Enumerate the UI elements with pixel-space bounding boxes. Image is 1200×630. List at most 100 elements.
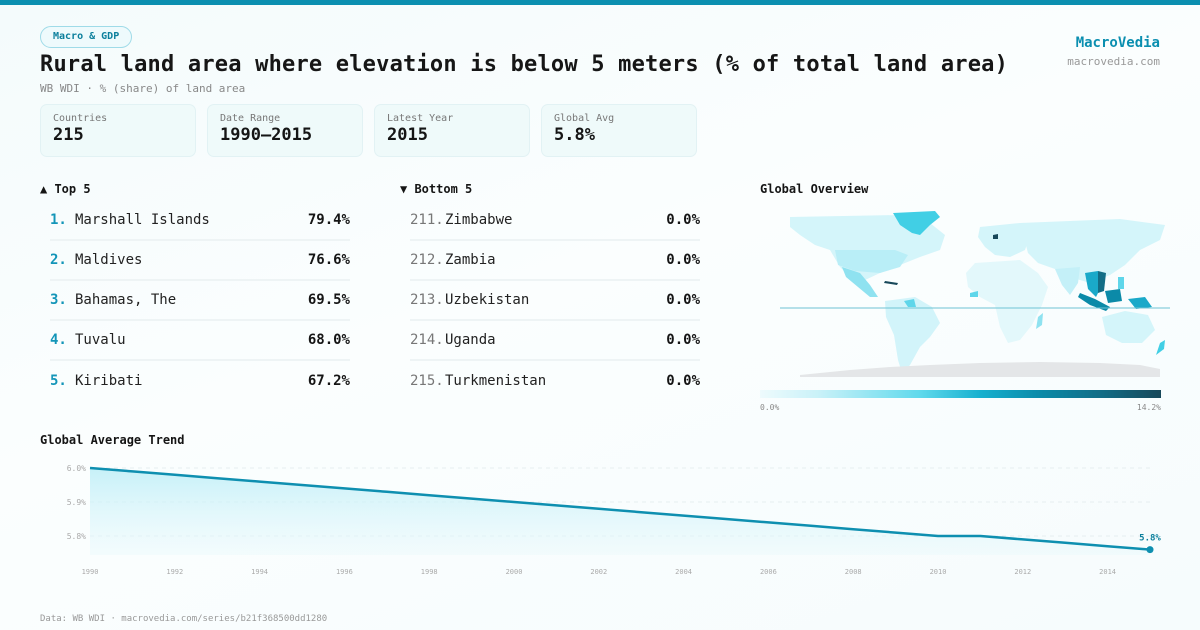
map-region-vietnam[interactable] [1098, 271, 1106, 293]
rank-number: 5. [50, 373, 67, 389]
legend-min-label: 0.0% [760, 403, 780, 412]
rank-number: 4. [50, 332, 67, 348]
rank-number: 1. [50, 212, 67, 228]
country-value: 0.0% [666, 332, 700, 348]
country-name: Kiribati [75, 373, 143, 389]
country-name: Marshall Islands [75, 212, 210, 228]
list-item[interactable]: 4. Tuvalu 68.0% [50, 321, 350, 361]
stat-value: 1990–2015 [220, 125, 313, 145]
map-region-usa[interactable] [835, 250, 908, 273]
country-value: 0.0% [666, 292, 700, 308]
stat-value: 5.8% [554, 125, 595, 145]
trend-line[interactable] [89, 466, 1151, 551]
country-value: 0.0% [666, 373, 700, 389]
trend-chart-title: Global Average Trend [40, 433, 185, 447]
page-title: Rural land area where elevation is below… [40, 52, 1009, 77]
brand: MacroVedia macrovedia.com [1067, 35, 1160, 68]
country-value: 0.0% [666, 252, 700, 268]
bottom5-list: 211. Zimbabwe 0.0% 212. Zambia 0.0% 213.… [410, 201, 700, 401]
map-region-antarctica[interactable] [800, 362, 1160, 377]
list-item[interactable]: 215. Turkmenistan 0.0% [410, 361, 700, 401]
stat-label: Date Range [220, 113, 281, 124]
rank-number: 214. [410, 332, 444, 348]
x-tick-label: 2012 [1014, 568, 1031, 576]
map-region-greenland[interactable] [893, 211, 940, 235]
trend-end-point[interactable] [1146, 546, 1154, 554]
y-tick-label: 6.0% [67, 464, 86, 473]
x-tick-label: 1998 [421, 568, 438, 576]
y-tick-label: 5.8% [67, 532, 86, 541]
map-region-europe[interactable] [978, 223, 1030, 257]
map-region-india[interactable] [1055, 267, 1080, 295]
trend-chart: 6.0% 5.9% 5.8% 1990 1992 1994 1996 1998 2000 200… [67, 464, 1162, 576]
x-tick-label: 2008 [845, 568, 862, 576]
page-subtitle: WB WDI · % (share) of land area [40, 82, 246, 95]
list-item[interactable]: 211. Zimbabwe 0.0% [410, 201, 700, 241]
list-item[interactable]: 214. Uganda 0.0% [410, 321, 700, 361]
map-region-caribbean[interactable] [884, 281, 898, 285]
top-accent-bar [0, 0, 1200, 5]
stat-card-latest-year: Latest Year 2015 [374, 104, 530, 157]
country-name: Turkmenistan [445, 373, 547, 389]
map-region-new-guinea[interactable] [1128, 297, 1152, 309]
top5-title: ▲ Top 5 [40, 182, 91, 196]
rank-number: 2. [50, 252, 67, 268]
country-value: 68.0% [307, 332, 350, 348]
list-item[interactable]: 212. Zambia 0.0% [410, 241, 700, 281]
country-value: 69.5% [307, 292, 350, 308]
list-item[interactable]: 1. Marshall Islands 79.4% [50, 201, 350, 241]
stat-card-date-range: Date Range 1990–2015 [207, 104, 363, 157]
map-region-new-zealand[interactable] [1156, 340, 1165, 355]
brand-url[interactable]: macrovedia.com [1067, 55, 1160, 68]
map-region-west-africa[interactable] [970, 291, 978, 297]
rank-number: 212. [410, 252, 444, 268]
country-name: Uzbekistan [445, 292, 530, 308]
map-region-north-america[interactable] [790, 215, 945, 280]
rank-number: 211. [410, 212, 444, 228]
list-item[interactable]: 5. Kiribati 67.2% [50, 361, 350, 401]
footer-source[interactable]: Data: WB WDI · macrovedia.com/series/b21… [40, 614, 328, 624]
x-tick-label: 2002 [590, 568, 607, 576]
country-name: Bahamas, The [75, 292, 177, 308]
map-region-mexico[interactable] [842, 267, 878, 297]
stat-label: Latest Year [387, 113, 454, 124]
top5-list: 1. Marshall Islands 79.4% 2. Maldives 76… [50, 201, 350, 401]
country-name: Zambia [445, 252, 496, 268]
stat-card-global-avg: Global Avg 5.8% [541, 104, 697, 157]
legend-max-label: 14.2% [1136, 403, 1161, 412]
category-tag[interactable]: Macro & GDP [40, 26, 133, 48]
x-tick-label: 2014 [1099, 568, 1116, 576]
x-tick-label: 1992 [166, 568, 183, 576]
map-region-indonesia[interactable] [1078, 289, 1122, 311]
bottom5-title: ▼ Bottom 5 [400, 182, 473, 196]
x-tick-label: 1990 [82, 568, 99, 576]
list-item[interactable]: 213. Uzbekistan 0.0% [410, 281, 700, 321]
list-item[interactable]: 3. Bahamas, The 69.5% [50, 281, 350, 321]
stat-value: 215 [53, 125, 84, 145]
map-region-madagascar[interactable] [1036, 313, 1043, 329]
world-map[interactable] [780, 205, 1170, 380]
stat-card-countries: Countries 215 [40, 104, 196, 157]
list-item[interactable]: 2. Maldives 76.6% [50, 241, 350, 281]
stat-label: Countries [53, 113, 108, 124]
map-region-south-america[interactable] [885, 297, 940, 373]
map-region-guianas[interactable] [904, 299, 916, 307]
country-name: Uganda [445, 332, 496, 348]
country-value: 76.6% [307, 252, 350, 268]
map-region-africa[interactable] [966, 260, 1048, 343]
rank-number: 213. [410, 292, 444, 308]
map-region-netherlands[interactable] [993, 234, 998, 239]
map-region-philippines[interactable] [1118, 277, 1124, 289]
country-name: Maldives [75, 252, 143, 268]
rank-number: 215. [410, 373, 444, 389]
trend-end-label: 5.8% [1139, 534, 1161, 544]
map-region-asia[interactable] [1020, 219, 1165, 283]
stat-label: Global Avg [554, 113, 615, 124]
map-region-southeast-asia[interactable] [1085, 271, 1102, 297]
brand-name[interactable]: MacroVedia [1075, 35, 1160, 51]
x-tick-label: 2004 [675, 568, 692, 576]
map-title: Global Overview [760, 182, 869, 196]
rank-number: 3. [50, 292, 67, 308]
map-region-australia[interactable] [1102, 311, 1155, 343]
country-value: 67.2% [307, 373, 350, 389]
